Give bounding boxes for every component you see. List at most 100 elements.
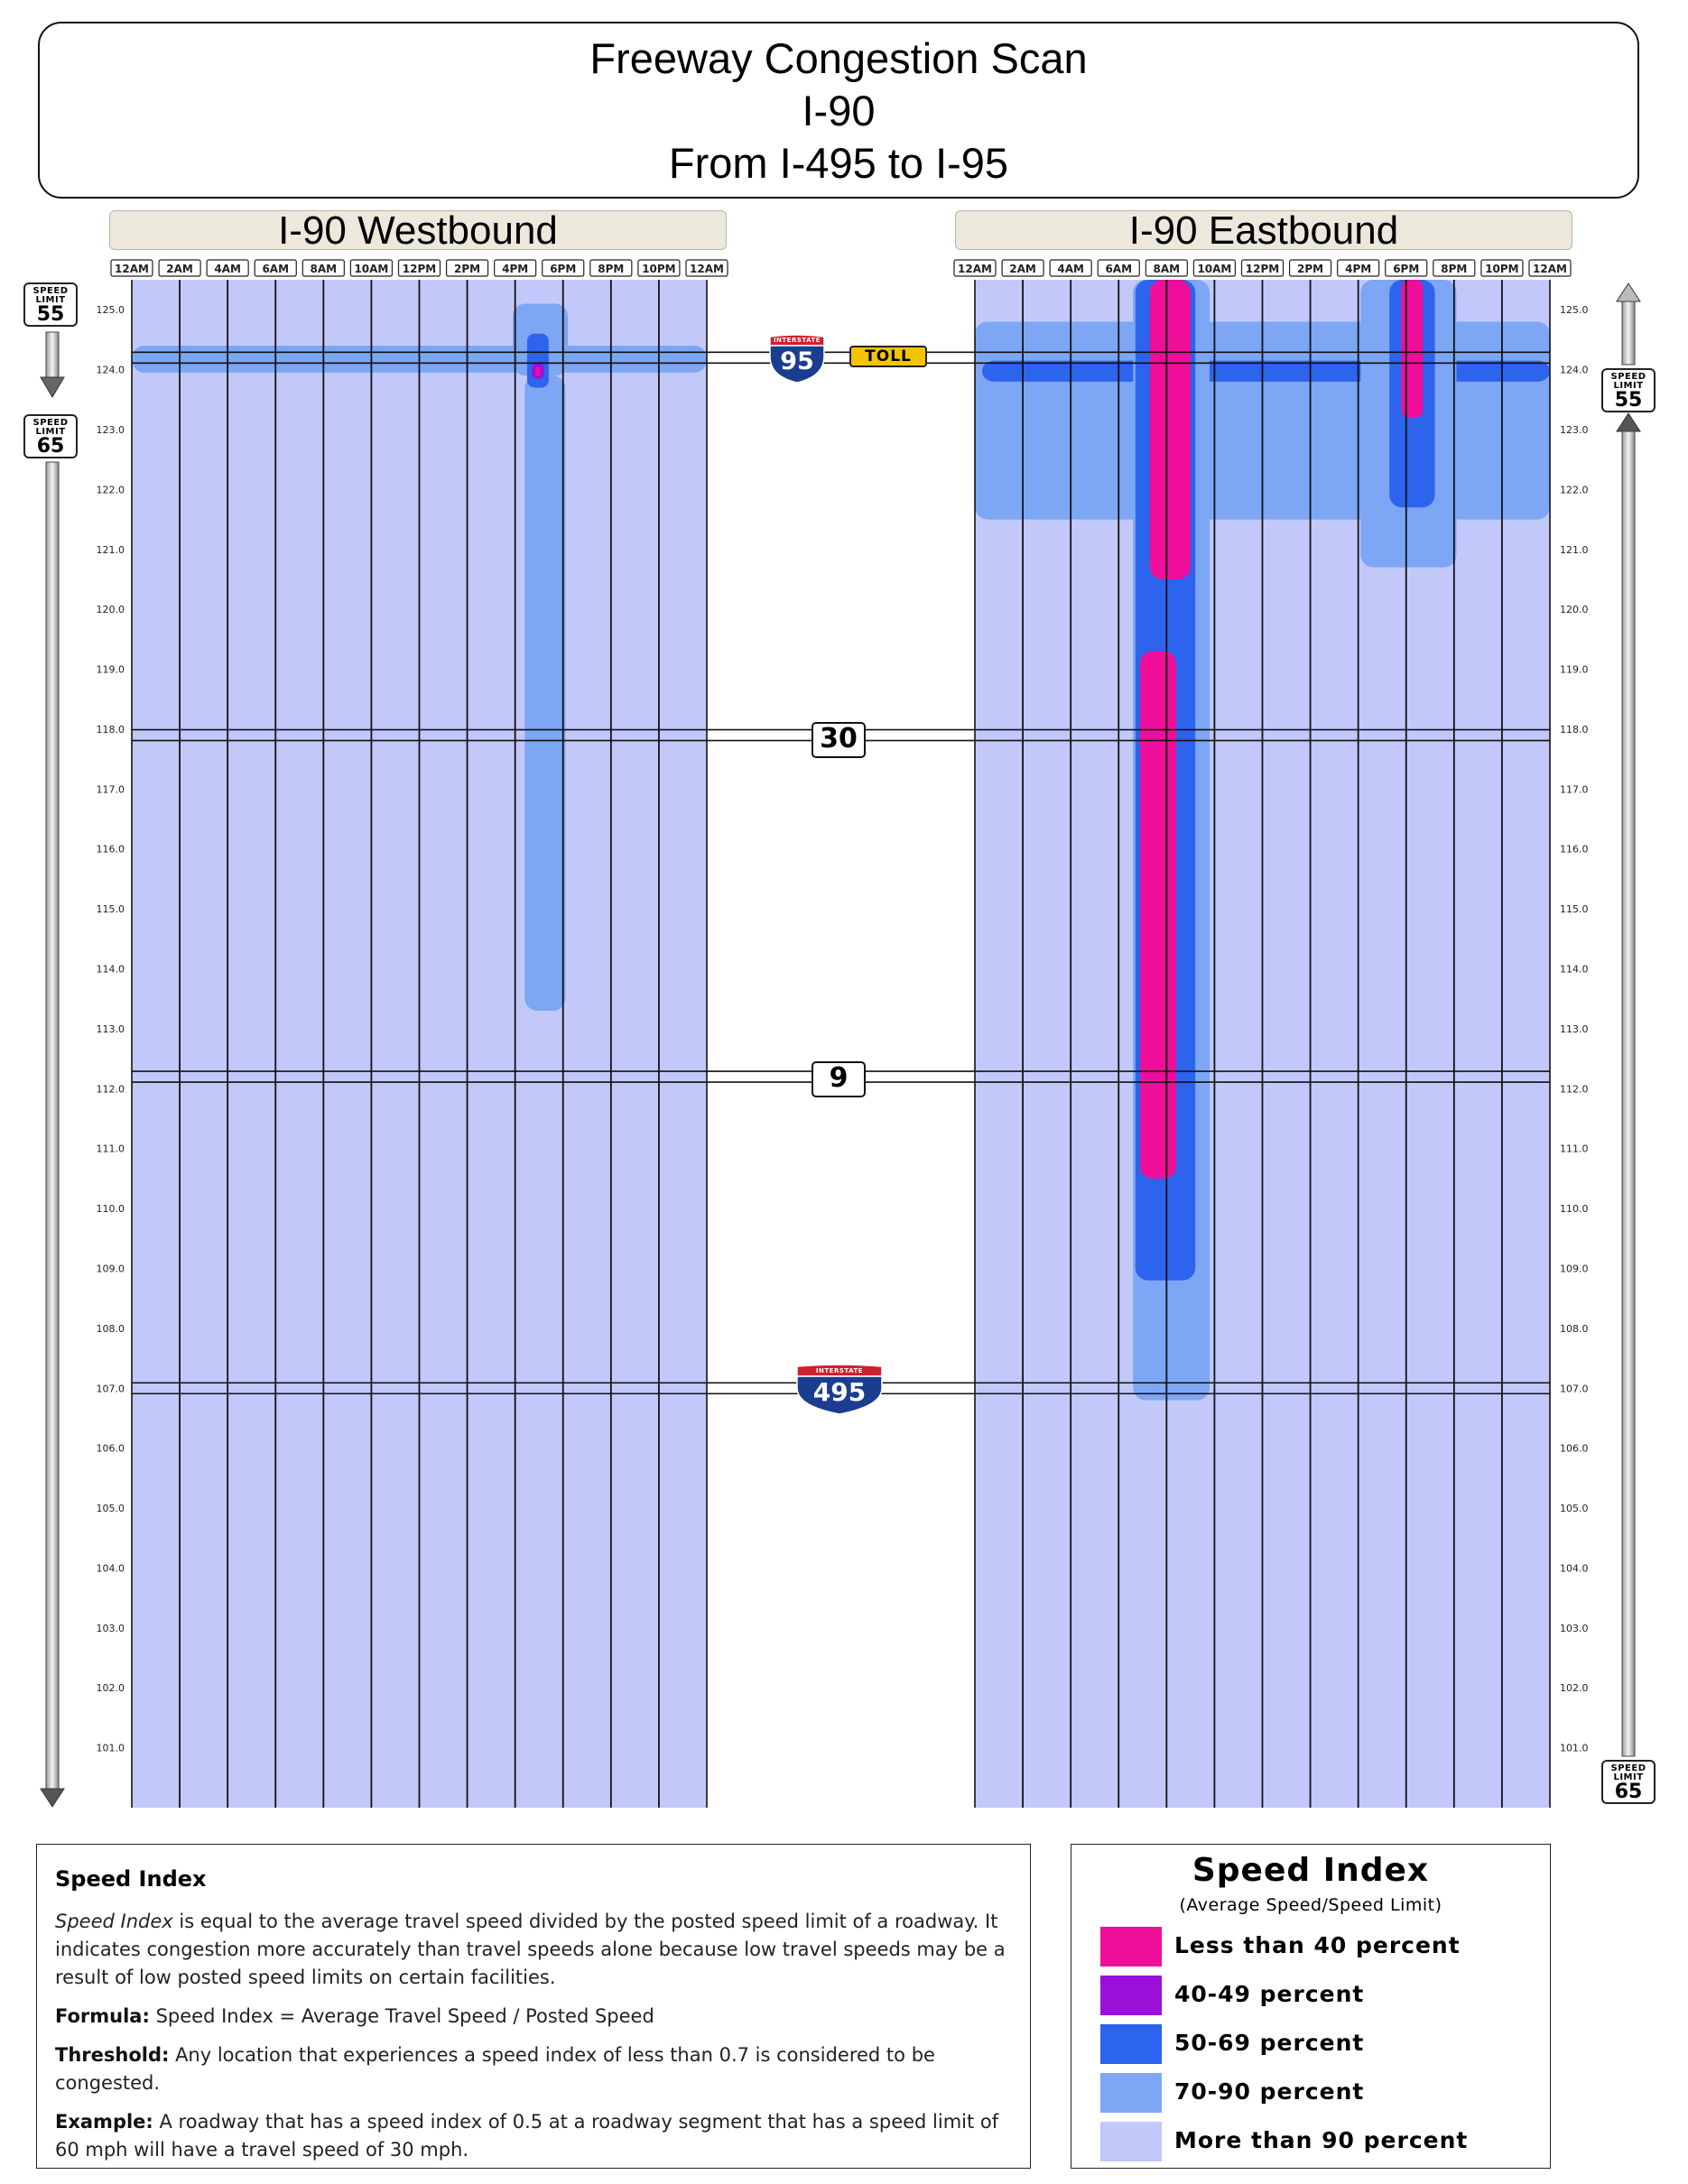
- eastbound-time-label-box: [1049, 259, 1092, 277]
- arrow-up-icon: [1616, 412, 1641, 432]
- y-tick-label-right: 112.0: [1560, 1083, 1589, 1095]
- westbound-time-label-box: [349, 259, 394, 277]
- speed-limit-sign-left-top: SPEED LIMIT 55: [23, 282, 78, 327]
- y-tick-label-right: 113.0: [1560, 1023, 1589, 1035]
- shield-icon: [769, 335, 825, 384]
- y-tick-label-left: 115.0: [97, 903, 125, 915]
- y-tick-label-left: 121.0: [97, 544, 125, 556]
- y-tick-label-right: 124.0: [1560, 365, 1589, 376]
- y-tick-label-right: 125.0: [1560, 304, 1589, 316]
- interstate-495-shield: INTERSTATE 495: [794, 1365, 885, 1415]
- y-tick-label-right: 122.0: [1560, 484, 1589, 495]
- westbound-congestion-region-5: [535, 366, 541, 376]
- westbound-time-label: 12AM: [690, 263, 724, 275]
- y-tick-label-left: 109.0: [97, 1263, 125, 1274]
- westbound-time-label-box: [494, 259, 537, 277]
- direction-arrow-left-lower: [45, 461, 60, 1790]
- y-tick-label-right: 107.0: [1560, 1383, 1589, 1394]
- shield-icon: [796, 1365, 883, 1415]
- westbound-header: I-90 Westbound: [109, 210, 727, 251]
- westbound-congestion-region-3: [526, 333, 549, 388]
- legend-subtitle: (Average Speed/Speed Limit): [1179, 1895, 1442, 1915]
- westbound-time-label-box: [206, 259, 249, 277]
- legend-swatch: [1100, 1976, 1162, 2015]
- westbound-time-label-box: [254, 259, 297, 277]
- direction-arrow-right-lower: [1621, 430, 1636, 1757]
- westbound-time-label-box: [637, 259, 681, 277]
- eastbound-time-label-box: [1528, 259, 1572, 277]
- eastbound-time-label: 2AM: [1009, 263, 1036, 275]
- eastbound-time-label: 10AM: [1197, 263, 1231, 275]
- eastbound-time-label: 6AM: [1105, 263, 1132, 275]
- y-tick-label-left: 112.0: [97, 1083, 125, 1095]
- legend-label: More than 90 percent: [1174, 2127, 1469, 2153]
- eastbound-time-label-box: [1145, 259, 1188, 277]
- speed-limit-sign-right-bottom: SPEED LIMIT 65: [1601, 1760, 1656, 1804]
- legend-label: 50-69 percent: [1174, 2030, 1365, 2056]
- eastbound-time-label: 4PM: [1345, 263, 1371, 275]
- westbound-time-label-box: [110, 259, 153, 277]
- direction-arrow-right-upper: [1621, 301, 1636, 366]
- legend-title: Speed Index: [1192, 1852, 1430, 1889]
- title-line-2: I-90: [802, 87, 876, 134]
- y-tick-label-left: 108.0: [97, 1323, 125, 1335]
- y-tick-label-right: 103.0: [1560, 1623, 1589, 1634]
- westbound-time-label-box: [589, 259, 633, 277]
- y-tick-label-left: 102.0: [97, 1682, 125, 1694]
- y-tick-label-right: 111.0: [1560, 1143, 1589, 1155]
- eastbound-time-label-box: [1385, 259, 1428, 277]
- eastbound-time-label-box: [953, 259, 997, 277]
- y-tick-label-right: 116.0: [1560, 844, 1589, 856]
- westbound-time-label: 12AM: [115, 263, 149, 275]
- y-tick-label-left: 101.0: [97, 1743, 125, 1754]
- eastbound-time-label-box: [1433, 259, 1476, 277]
- y-tick-label-left: 118.0: [97, 724, 125, 736]
- info-definition: Speed Index is equal to the average trav…: [55, 1911, 1006, 1988]
- eastbound-time-label: 2PM: [1297, 263, 1323, 275]
- westbound-congestion-region-1: [524, 375, 566, 1011]
- y-tick-label-right: 119.0: [1560, 664, 1589, 676]
- legend-swatch: [1100, 1927, 1162, 1967]
- toll-badge: TOLL: [849, 346, 927, 367]
- eastbound-time-label: 12PM: [1246, 263, 1279, 275]
- y-tick-label-left: 110.0: [97, 1203, 125, 1215]
- speed-limit-sign-right-mid: SPEED LIMIT 55: [1601, 368, 1656, 412]
- eastbound-congestion-region-8: [1401, 280, 1424, 418]
- y-tick-label-left: 111.0: [97, 1143, 125, 1155]
- y-tick-label-left: 122.0: [97, 484, 125, 495]
- info-title: Speed Index: [55, 1866, 207, 1892]
- eastbound-time-label-box: [1001, 259, 1044, 277]
- y-tick-label-left: 119.0: [97, 664, 125, 676]
- y-tick-label-left: 125.0: [97, 304, 125, 316]
- y-tick-label-left: 116.0: [97, 844, 125, 856]
- interstate-95-shield: INTERSTATE 95: [767, 335, 827, 384]
- y-tick-label-right: 118.0: [1560, 724, 1589, 736]
- eastbound-time-label: 10PM: [1485, 263, 1518, 275]
- arrow-down-icon: [40, 1788, 65, 1808]
- title-line-1: Freeway Congestion Scan: [589, 34, 1088, 82]
- eastbound-time-label-box: [1192, 259, 1237, 277]
- westbound-time-label: 10PM: [642, 263, 675, 275]
- westbound-time-label-box: [685, 259, 728, 277]
- y-tick-label-left: 106.0: [97, 1443, 125, 1455]
- y-tick-label-right: 104.0: [1560, 1562, 1589, 1574]
- info-example: Example: A roadway that has a speed inde…: [55, 2111, 999, 2161]
- y-tick-label-right: 114.0: [1560, 964, 1589, 976]
- y-tick-label-right: 117.0: [1560, 783, 1589, 795]
- eastbound-congestion-region-5: [1149, 280, 1191, 579]
- y-tick-label-left: 123.0: [97, 424, 125, 436]
- y-tick-label-right: 121.0: [1560, 544, 1589, 556]
- y-tick-label-left: 120.0: [97, 604, 125, 615]
- speed-limit-sign-left-mid: SPEED LIMIT 65: [23, 414, 78, 458]
- legend-label: 40-49 percent: [1174, 1981, 1365, 2007]
- eastbound-time-label: 4AM: [1057, 263, 1084, 275]
- y-tick-label-right: 123.0: [1560, 424, 1589, 436]
- westbound-time-label-box: [397, 259, 441, 277]
- eastbound-time-label-box: [1288, 259, 1332, 277]
- westbound-time-label: 6PM: [550, 263, 576, 275]
- legend-label: Less than 40 percent: [1174, 1932, 1461, 1958]
- y-tick-label-left: 117.0: [97, 783, 125, 795]
- westbound-time-label: 2PM: [454, 263, 480, 275]
- y-tick-label-right: 105.0: [1560, 1503, 1589, 1514]
